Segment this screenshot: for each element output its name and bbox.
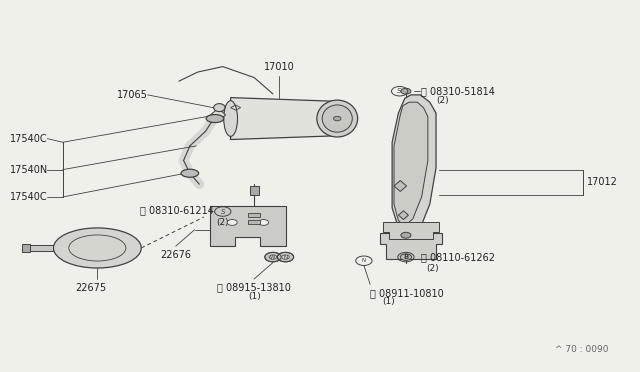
Polygon shape — [230, 97, 334, 140]
Text: 17065: 17065 — [116, 90, 148, 100]
Text: (1): (1) — [248, 292, 260, 301]
Polygon shape — [392, 95, 436, 237]
Circle shape — [333, 116, 341, 121]
Ellipse shape — [206, 115, 224, 122]
Circle shape — [400, 254, 412, 260]
Text: 17540C: 17540C — [10, 134, 47, 144]
Text: (1): (1) — [383, 297, 396, 306]
Circle shape — [401, 88, 411, 94]
Circle shape — [227, 219, 237, 225]
Polygon shape — [383, 222, 439, 239]
Text: Ⓝ 08911-10810: Ⓝ 08911-10810 — [370, 288, 444, 298]
Ellipse shape — [224, 101, 237, 137]
Text: ^ 70 : 0090: ^ 70 : 0090 — [555, 345, 609, 354]
Text: 22676: 22676 — [160, 250, 191, 260]
Text: W: W — [270, 254, 276, 260]
Polygon shape — [211, 206, 285, 246]
Text: N: N — [362, 258, 366, 263]
Circle shape — [282, 255, 289, 259]
Ellipse shape — [317, 100, 358, 137]
FancyBboxPatch shape — [22, 244, 30, 251]
FancyBboxPatch shape — [248, 213, 260, 217]
Text: B: B — [403, 254, 408, 260]
FancyBboxPatch shape — [248, 220, 260, 224]
Text: S: S — [221, 209, 225, 215]
Ellipse shape — [322, 105, 352, 132]
Text: Ⓢ 08310-51814: Ⓢ 08310-51814 — [421, 86, 495, 96]
Text: Ⓑ 08110-61262: Ⓑ 08110-61262 — [421, 252, 495, 262]
Text: 17010: 17010 — [264, 62, 294, 72]
Circle shape — [277, 252, 294, 262]
FancyBboxPatch shape — [28, 245, 53, 251]
Text: Ⓦ 08915-13810: Ⓦ 08915-13810 — [217, 283, 291, 293]
Text: 17540N: 17540N — [10, 164, 48, 174]
Text: 17012: 17012 — [587, 177, 618, 187]
Polygon shape — [211, 108, 226, 122]
Circle shape — [401, 232, 411, 238]
Circle shape — [259, 219, 269, 225]
Circle shape — [269, 255, 276, 259]
Text: (2): (2) — [216, 218, 229, 227]
Text: N: N — [284, 254, 287, 260]
Text: (2): (2) — [436, 96, 449, 105]
Text: 17540C: 17540C — [10, 192, 47, 202]
FancyBboxPatch shape — [250, 186, 259, 195]
Polygon shape — [394, 102, 428, 226]
Text: (2): (2) — [427, 263, 439, 273]
Ellipse shape — [181, 169, 198, 177]
Polygon shape — [380, 233, 442, 259]
Text: Ⓢ 08310-61214: Ⓢ 08310-61214 — [140, 205, 213, 215]
Ellipse shape — [54, 228, 141, 268]
Polygon shape — [398, 211, 408, 219]
Polygon shape — [394, 180, 406, 192]
Text: S: S — [397, 88, 402, 94]
Ellipse shape — [214, 104, 225, 112]
Text: 22675: 22675 — [76, 283, 107, 293]
Circle shape — [265, 252, 281, 262]
